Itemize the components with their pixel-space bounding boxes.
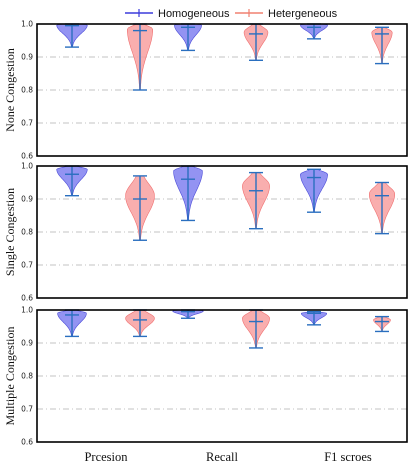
panel-frame-0 [36,23,408,157]
y-tick-label-2-0: 0.6 [21,438,33,447]
x-category-label-1: Recall [206,450,238,464]
y-tick-label-0-4: 1.0 [21,20,33,29]
x-category-label-2: F1 scroes [324,450,372,464]
y-tick-label-1-4: 1.0 [21,162,33,171]
violin-1-0-1 [173,165,203,222]
y-axis-label-0: None Congestion [3,48,17,132]
violin-2-1-2 [373,315,391,333]
y-tick-label-2-3: 0.9 [21,339,33,348]
legend: Homogeneous Hetergeneous [125,8,338,20]
violin-2-0-0 [57,309,87,338]
violin-1-1-0 [125,175,155,241]
violin-2-1-1 [242,309,270,349]
panel-frame-2 [36,309,408,443]
y-tick-label-2-2: 0.8 [21,372,33,381]
panel-2: 0.6 0.7 0.8 0.9 1.0 Multiple Congestion [3,306,408,447]
panel-frame-1 [36,165,408,299]
y-tick-label-0-1: 0.7 [21,119,33,128]
y-axis-label-2: Multiple Congestion [3,327,17,426]
violin-0-0-0 [56,23,88,48]
panel-1: 0.6 0.7 0.8 0.9 1.0 Single Congestion [3,162,408,303]
y-tick-label-0-2: 0.8 [21,86,33,95]
y-tick-label-0-0: 0.6 [21,152,33,161]
y-tick-label-2-1: 0.7 [21,405,33,414]
violin-0-0-2 [300,23,328,40]
violin-1-0-2 [300,168,328,213]
panel-0: 0.6 0.7 0.8 0.9 1.0 None Congestion [3,20,408,161]
x-category-labels: Prcesion Recall F1 scroes [84,450,371,464]
violin-1-1-1 [242,171,270,230]
y-tick-label-1-2: 0.8 [21,228,33,237]
violin-1-0-0 [56,165,88,197]
violin-0-0-1 [174,23,202,52]
x-category-label-0: Prcesion [84,450,128,464]
y-tick-label-1-3: 0.9 [21,195,33,204]
y-tick-label-0-3: 0.9 [21,53,33,62]
legend-label-0: Homogeneous [158,8,230,20]
violin-2-1-0 [125,309,155,338]
legend-label-1: Hetergeneous [268,8,338,20]
violin-1-1-2 [369,181,395,235]
y-tick-label-1-0: 0.6 [21,294,33,303]
violin-0-1-1 [243,23,269,61]
y-tick-label-2-4: 1.0 [21,306,33,315]
violin-0-1-2 [371,26,393,65]
y-axis-label-1: Single Congestion [3,188,17,276]
violin-2-0-2 [301,310,327,326]
y-tick-label-1-1: 0.7 [21,261,33,270]
violin-2-0-1 [172,309,204,319]
